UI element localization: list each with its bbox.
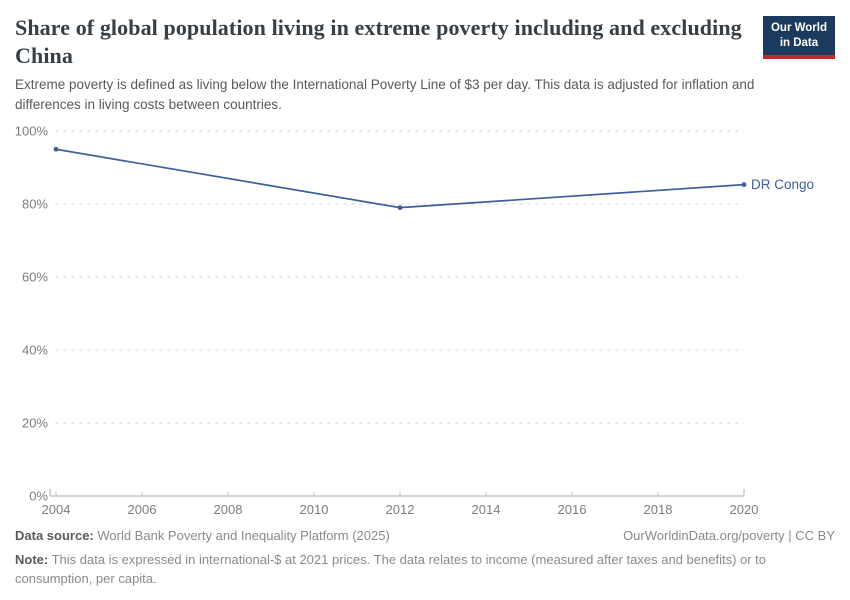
y-tick-label: 100%: [15, 124, 49, 139]
x-tick-label: 2020: [730, 502, 759, 517]
series-line[interactable]: [55, 148, 745, 209]
x-axis: [49, 489, 745, 497]
x-tick-label: 2006: [128, 502, 157, 517]
y-tick-label: 20%: [22, 416, 48, 431]
y-tick-label: 0%: [29, 489, 48, 504]
owid-logo-line1: Our World: [770, 22, 827, 34]
data-point-marker[interactable]: [397, 205, 403, 211]
x-tick-label: 2008: [214, 502, 243, 517]
data-source: Data source: World Bank Poverty and Ineq…: [15, 527, 390, 546]
note-label: Note:: [15, 551, 49, 567]
data-source-text: World Bank Poverty and Inequality Platfo…: [93, 528, 390, 543]
data-source-label: Data source:: [15, 528, 94, 543]
x-tick-label: 2012: [386, 502, 415, 517]
y-axis-labels: 0% 20% 40% 60% 80% 100%: [15, 124, 49, 504]
y-gridlines: [55, 130, 744, 424]
chart-subtitle: Extreme poverty is defined as living bel…: [15, 77, 755, 113]
chart-note: Note: This data is expressed in internat…: [15, 551, 835, 589]
page-title: Share of global population living in ext…: [15, 15, 742, 69]
y-tick-label: 40%: [22, 343, 48, 358]
y-tick-label: 60%: [22, 270, 48, 285]
x-tick-label: 2018: [644, 502, 673, 517]
data-point-marker[interactable]: [741, 182, 747, 188]
data-point-marker[interactable]: [53, 146, 59, 152]
y-tick-label: 80%: [22, 197, 48, 212]
x-tick-label: 2014: [472, 502, 501, 517]
chart-footer: Data source: World Bank Poverty and Ineq…: [15, 527, 835, 589]
attribution-link[interactable]: OurWorldinData.org/poverty | CC BY: [623, 528, 835, 543]
x-tick-label: 2010: [300, 502, 329, 517]
x-axis-labels: 2004 2006 2008 2010 2012 2014 2016 2018 2020: [42, 502, 759, 517]
series-end-label[interactable]: DR Congo: [751, 177, 814, 192]
x-tick-label: 2016: [558, 502, 587, 517]
owid-logo-line2: in Data: [779, 36, 819, 49]
owid-logo[interactable]: Our World in Data: [762, 16, 835, 59]
note-text: This data is expressed in international-…: [15, 551, 767, 586]
x-tick-label: 2004: [42, 502, 71, 517]
